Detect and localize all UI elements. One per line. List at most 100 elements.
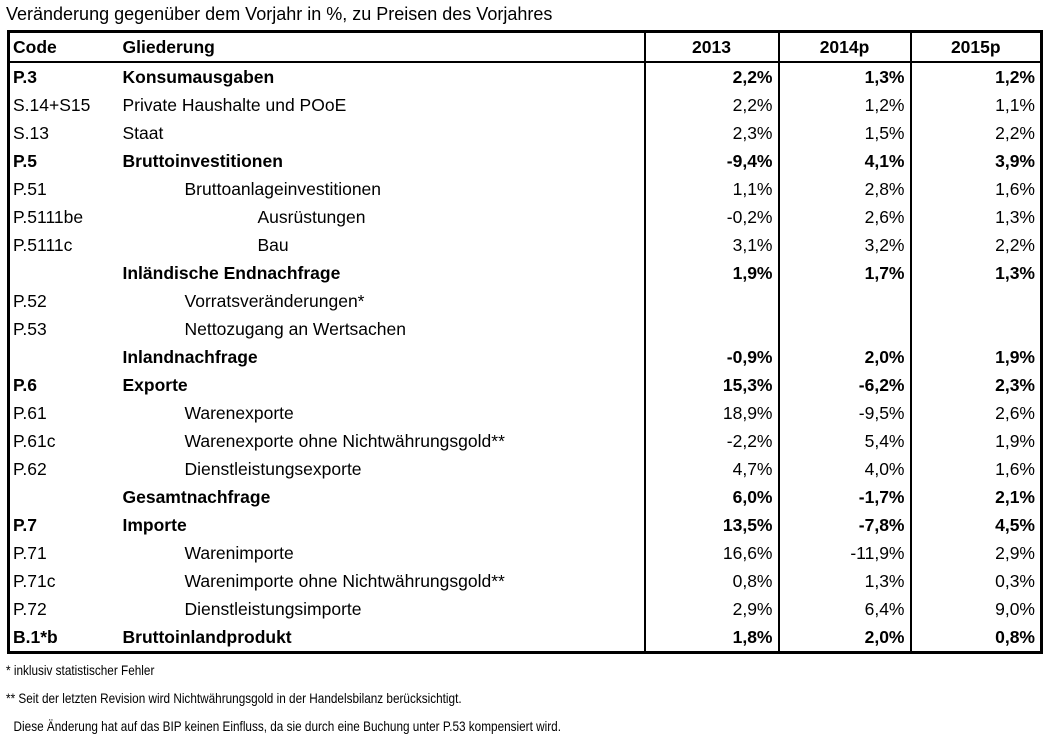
row-value-2015p: 0,8% (909, 623, 1042, 653)
row-code: P.52 (13, 291, 47, 311)
row-label: Nettozugang an Wertsachen (184, 319, 406, 339)
row-code: P.7 (13, 515, 38, 535)
row-value-2015p (909, 287, 1042, 315)
table-row: P.71 Warenimporte 16,6% -11,9% 2,9% (9, 539, 1042, 567)
row-value-2014p: 1,5% (777, 119, 911, 147)
row-value-2013 (643, 315, 779, 343)
row-label: Inländische Endnachfrage (122, 263, 341, 283)
row-code: B.1*b (13, 627, 58, 647)
row-value-2013: 0,8% (643, 567, 779, 595)
table-row: P.61 Warenexporte 18,9% -9,5% 2,6% (9, 399, 1042, 427)
row-value-2013: 2,2% (643, 62, 779, 91)
row-value-2013: 1,8% (643, 623, 779, 653)
row-code: P.62 (13, 459, 47, 479)
row-value-2013 (643, 287, 779, 315)
row-value-2013: -9,4% (643, 147, 779, 175)
row-value-2014p: 1,3% (777, 62, 911, 91)
row-code: P.71c (13, 571, 56, 591)
row-label: Ausrüstungen (257, 207, 366, 227)
row-value-2013: 3,1% (643, 231, 779, 259)
footnote-bip-effect: Diese Änderung hat auf das BIP keinen Ei… (13, 718, 561, 734)
row-label: Exporte (122, 375, 188, 395)
row-value-2013: 6,0% (643, 483, 779, 511)
row-label: Bau (257, 235, 289, 255)
row-label: Vorratsveränderungen* (184, 291, 365, 311)
table-row: Gesamtnachfrage 6,0% -1,7% 2,1% (9, 483, 1042, 511)
table-row: P.5111be Ausrüstungen -0,2% 2,6% 1,3% (9, 203, 1042, 231)
row-code: P.5111c (13, 235, 73, 255)
row-value-2013: 15,3% (643, 371, 779, 399)
row-value-2014p (777, 315, 911, 343)
row-value-2014p: 1,2% (777, 91, 911, 119)
row-code: P.61 (13, 403, 47, 423)
row-value-2015p: 2,9% (909, 539, 1042, 567)
table-row: P.72 Dienstleistungsimporte 2,9% 6,4% 9,0% (9, 595, 1042, 623)
row-value-2013: 13,5% (643, 511, 779, 539)
table-row: Inlandnachfrage -0,9% 2,0% 1,9% (9, 343, 1042, 371)
row-label: Warenimporte (184, 543, 294, 563)
row-value-2014p: 3,2% (777, 231, 911, 259)
row-code (9, 343, 115, 371)
row-value-2013: -0,9% (643, 343, 779, 371)
row-label: Gesamtnachfrage (122, 487, 271, 507)
row-value-2015p: 1,1% (909, 91, 1042, 119)
row-value-2014p: 2,6% (777, 203, 911, 231)
table-row: Inländische Endnachfrage 1,9% 1,7% 1,3% (9, 259, 1042, 287)
table-row: S.13 Staat 2,3% 1,5% 2,2% (9, 119, 1042, 147)
row-label: Dienstleistungsimporte (184, 599, 362, 619)
header-2015p: 2015p (909, 31, 1042, 62)
row-value-2015p: 1,3% (909, 203, 1042, 231)
row-value-2014p: -7,8% (777, 511, 911, 539)
row-label: Importe (122, 515, 187, 535)
row-value-2015p: 2,3% (909, 371, 1042, 399)
table-row: P.51 Bruttoanlageinvestitionen 1,1% 2,8% 1,6… (9, 175, 1042, 203)
row-value-2013: 2,3% (643, 119, 779, 147)
table-row: P.7 Importe 13,5% -7,8% 4,5% (9, 511, 1042, 539)
row-code: P.3 (13, 67, 38, 87)
row-value-2015p: 1,6% (909, 175, 1042, 203)
table-row: P.5111c Bau 3,1% 3,2% 2,2% (9, 231, 1042, 259)
table-body: P.3 Konsumausgaben 2,2% 1,3% 1,2% S.14+S15 Pri… (9, 62, 1042, 653)
row-value-2015p: 1,6% (909, 455, 1042, 483)
row-code (9, 483, 115, 511)
row-label: Dienstleistungsexporte (184, 459, 362, 479)
row-value-2013: 16,6% (643, 539, 779, 567)
row-value-2013: -0,2% (643, 203, 779, 231)
row-value-2013: 18,9% (643, 399, 779, 427)
row-label: Warenexporte ohne Nichtwährungsgold** (184, 431, 505, 451)
row-value-2015p: 2,1% (909, 483, 1042, 511)
row-value-2013: 1,9% (643, 259, 779, 287)
header-2014p: 2014p (777, 31, 911, 62)
table-row: P.3 Konsumausgaben 2,2% 1,3% 1,2% (9, 62, 1042, 91)
footnotes: * inklusiv statistischer Fehler ** Seit … (5, 662, 1044, 734)
row-value-2015p: 2,2% (909, 119, 1042, 147)
row-value-2014p: 5,4% (777, 427, 911, 455)
row-label: Private Haushalte und POoE (122, 95, 347, 115)
row-value-2014p: 2,0% (777, 623, 911, 653)
row-code: P.61c (13, 431, 56, 451)
row-code: P.72 (13, 599, 47, 619)
row-label: Warenexporte (184, 403, 294, 423)
row-code: P.51 (13, 179, 47, 199)
table-title: Veränderung gegenüber dem Vorjahr in %, … (6, 4, 553, 24)
row-value-2013: 4,7% (643, 455, 779, 483)
row-code: S.13 (13, 123, 49, 143)
row-label: Bruttoanlageinvestitionen (184, 179, 382, 199)
row-value-2013: 2,2% (643, 91, 779, 119)
row-value-2014p: 4,0% (777, 455, 911, 483)
row-code: S.14+S15 (13, 95, 91, 115)
table-row: P.52 Vorratsveränderungen* (9, 287, 1042, 315)
row-label: Warenimporte ohne Nichtwährungsgold** (184, 571, 505, 591)
table-row: S.14+S15 Private Haushalte und POoE 2,2% 1,… (9, 91, 1042, 119)
table-row: P.6 Exporte 15,3% -6,2% 2,3% (9, 371, 1042, 399)
row-value-2014p: 1,7% (777, 259, 911, 287)
row-value-2015p: 0,3% (909, 567, 1042, 595)
row-value-2015p: 2,2% (909, 231, 1042, 259)
header-code: Code (13, 37, 57, 57)
row-code (9, 259, 115, 287)
row-value-2014p: 4,1% (777, 147, 911, 175)
row-value-2014p: 6,4% (777, 595, 911, 623)
row-value-2014p: -9,5% (777, 399, 911, 427)
row-code: P.71 (13, 543, 47, 563)
row-value-2015p: 9,0% (909, 595, 1042, 623)
